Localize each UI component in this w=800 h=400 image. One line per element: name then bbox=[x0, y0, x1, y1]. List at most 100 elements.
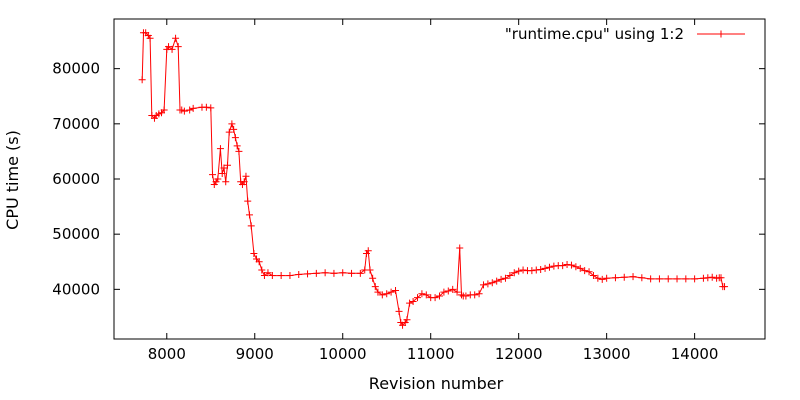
data-point bbox=[330, 269, 338, 277]
data-point bbox=[277, 272, 285, 280]
data-point bbox=[369, 274, 377, 282]
data-point bbox=[704, 274, 712, 282]
data-point bbox=[589, 272, 597, 280]
data-point bbox=[444, 287, 452, 295]
data-point bbox=[550, 262, 558, 270]
data-point bbox=[223, 161, 231, 169]
data-point bbox=[409, 297, 417, 305]
y-tick-label: 70000 bbox=[52, 115, 100, 133]
x-tick-label: 14000 bbox=[671, 345, 719, 363]
y-tick-label: 80000 bbox=[52, 60, 100, 78]
data-point bbox=[321, 269, 329, 277]
data-point bbox=[493, 277, 501, 285]
data-point bbox=[414, 294, 422, 302]
data-point bbox=[214, 175, 222, 183]
data-point bbox=[537, 265, 545, 273]
x-tick-label: 12000 bbox=[495, 345, 543, 363]
data-point bbox=[207, 104, 215, 112]
data-point bbox=[258, 266, 266, 274]
data-point bbox=[216, 145, 224, 153]
data-point bbox=[244, 197, 252, 205]
data-point bbox=[519, 266, 527, 274]
data-point bbox=[581, 267, 589, 275]
data-point bbox=[295, 270, 303, 278]
y-axis-label: CPU time (s) bbox=[3, 130, 22, 230]
data-point bbox=[620, 273, 628, 281]
data-point bbox=[673, 275, 681, 283]
data-point bbox=[339, 269, 347, 277]
legend-marker bbox=[717, 30, 725, 38]
data-point bbox=[231, 134, 239, 142]
data-point bbox=[371, 283, 379, 291]
x-axis-label: Revision number bbox=[369, 374, 504, 393]
data-point bbox=[240, 178, 248, 186]
data-point bbox=[168, 45, 176, 53]
data-point bbox=[304, 270, 312, 278]
data-point bbox=[456, 244, 464, 252]
data-point bbox=[387, 288, 395, 296]
axis-ticks bbox=[114, 19, 765, 339]
data-point bbox=[422, 291, 430, 299]
data-point bbox=[691, 275, 699, 283]
data-point bbox=[655, 275, 663, 283]
data-point bbox=[462, 292, 470, 300]
data-point bbox=[418, 290, 426, 298]
data-point bbox=[180, 107, 188, 115]
data-point bbox=[395, 307, 403, 315]
data-point bbox=[638, 274, 646, 282]
data-point bbox=[172, 34, 180, 42]
data-point bbox=[356, 269, 364, 277]
data-point bbox=[479, 281, 487, 289]
data-point bbox=[629, 273, 637, 281]
legend-label: "runtime.cpu" using 1:2 bbox=[505, 25, 684, 43]
data-point bbox=[664, 275, 672, 283]
data-point bbox=[611, 274, 619, 282]
data-point bbox=[506, 272, 514, 280]
data-point bbox=[721, 283, 729, 291]
data-point bbox=[366, 266, 374, 274]
plot-frame bbox=[113, 18, 766, 340]
data-point bbox=[406, 299, 414, 307]
data-point bbox=[603, 274, 611, 282]
data-point bbox=[250, 249, 258, 257]
data-point bbox=[209, 171, 217, 179]
data-point bbox=[501, 274, 509, 282]
data-point bbox=[138, 76, 146, 84]
data-point bbox=[436, 292, 443, 300]
legend: "runtime.cpu" using 1:2 bbox=[505, 25, 745, 43]
data-point bbox=[174, 43, 182, 51]
data-point bbox=[699, 274, 707, 282]
data-point bbox=[510, 269, 518, 277]
series-line bbox=[141, 32, 725, 327]
y-tick-label: 40000 bbox=[52, 280, 100, 298]
data-point bbox=[218, 169, 226, 177]
x-tick-labels: 8000 9000 10000 11000 12000 13000 14000 bbox=[148, 345, 719, 363]
data-point bbox=[585, 268, 593, 276]
data-point bbox=[383, 290, 391, 298]
data-point bbox=[598, 275, 606, 283]
data-point bbox=[264, 269, 272, 277]
data-point bbox=[572, 263, 580, 271]
data-point bbox=[682, 275, 690, 283]
data-point bbox=[230, 125, 238, 133]
data-point bbox=[647, 275, 655, 283]
data-point bbox=[475, 290, 483, 298]
data-point bbox=[708, 273, 716, 281]
data-point bbox=[228, 120, 236, 128]
y-tick-label: 50000 bbox=[52, 225, 100, 243]
data-point bbox=[247, 222, 255, 230]
data-point bbox=[541, 264, 549, 272]
data-point bbox=[245, 211, 253, 219]
data-point bbox=[233, 142, 241, 150]
data-point bbox=[449, 285, 457, 293]
data-point bbox=[222, 178, 230, 186]
data-point bbox=[594, 274, 602, 282]
data-point bbox=[563, 261, 571, 269]
data-point bbox=[576, 264, 584, 272]
x-tick-label: 13000 bbox=[583, 345, 631, 363]
data-point bbox=[312, 269, 320, 277]
data-point bbox=[364, 247, 372, 255]
data-point bbox=[440, 288, 448, 296]
data-point bbox=[242, 172, 250, 180]
